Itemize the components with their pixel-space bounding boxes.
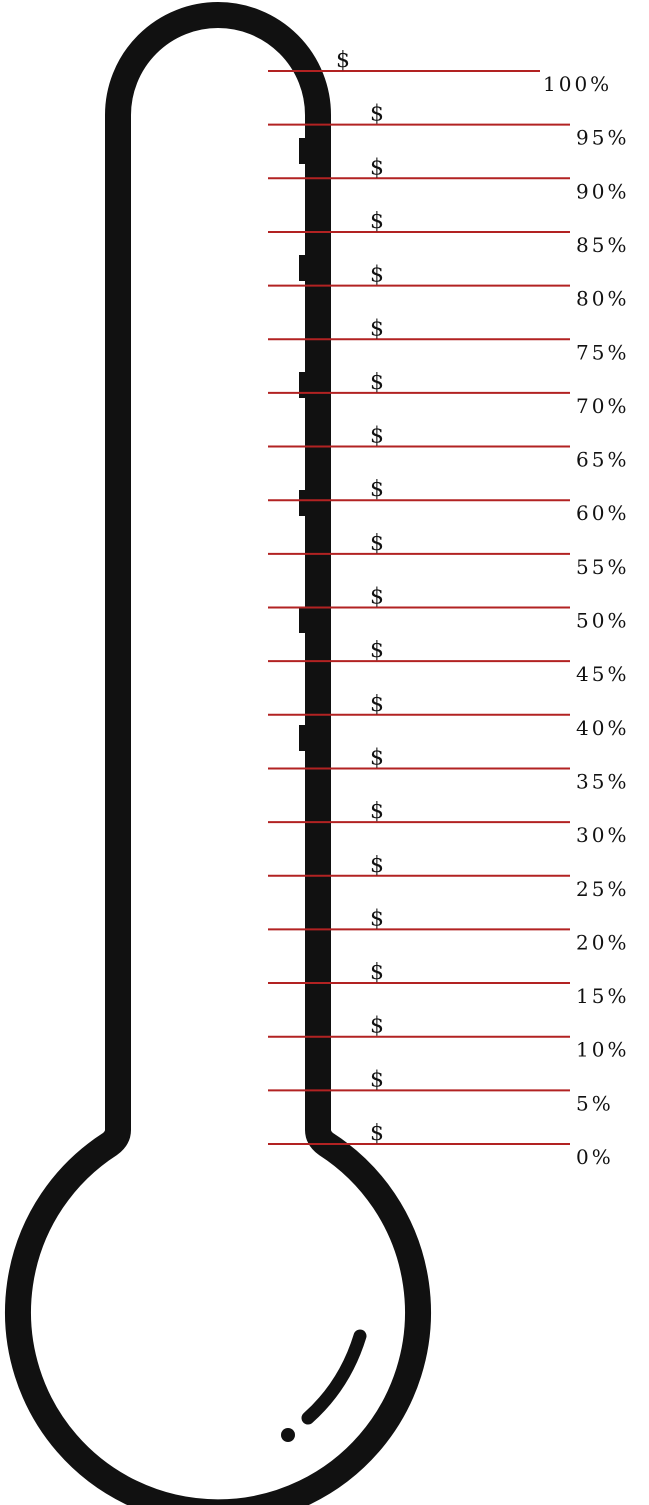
amount-placeholder: $ (370, 477, 384, 502)
percent-label: 0% (576, 1145, 614, 1169)
percent-label: 70% (576, 394, 629, 418)
tube-notches (299, 138, 307, 751)
percent-label: 95% (576, 126, 629, 150)
amount-placeholder: $ (370, 209, 384, 234)
amount-placeholder: $ (370, 155, 384, 180)
percent-label: 20% (576, 930, 629, 954)
amount-placeholder: $ (370, 370, 384, 395)
percent-label: 80% (576, 287, 629, 311)
tube-notch (299, 138, 307, 164)
percent-label: 10% (576, 1038, 629, 1062)
amount-placeholder: $ (370, 585, 384, 610)
percent-label: 100% (543, 72, 612, 96)
amount-placeholder: $ (370, 906, 384, 931)
percent-label: 30% (576, 823, 629, 847)
percent-label: 55% (576, 555, 629, 579)
amount-placeholder: $ (370, 1067, 384, 1092)
percent-label: 35% (576, 769, 629, 793)
thermometer-outline (5, 2, 431, 1505)
percent-label: 25% (576, 877, 629, 901)
percent-label: 15% (576, 984, 629, 1008)
bulb-highlight-dot (281, 1428, 295, 1442)
percent-label: 5% (576, 1091, 614, 1115)
bulb-highlight (301, 1329, 367, 1425)
amount-placeholder: $ (370, 745, 384, 770)
amount-placeholder: $ (370, 1121, 384, 1146)
amount-placeholder: $ (370, 692, 384, 717)
amount-placeholder: $ (370, 799, 384, 824)
amount-placeholder: $ (370, 531, 384, 556)
percent-label: 85% (576, 233, 629, 257)
amount-placeholder: $ (370, 853, 384, 878)
amount-placeholder: $ (370, 1014, 384, 1039)
amount-placeholder: $ (370, 102, 384, 127)
amount-placeholder: $ (370, 424, 384, 449)
tube-notch (299, 607, 307, 633)
percent-label: 45% (576, 662, 629, 686)
percent-label: 75% (576, 340, 629, 364)
scale: $100% $95% $90% $85% $80% $75% $70% $65% $60% $55… (268, 48, 629, 1169)
amount-placeholder: $ (370, 638, 384, 663)
percent-label: 40% (576, 716, 629, 740)
tube-notch (299, 372, 307, 398)
amount-placeholder: $ (370, 960, 384, 985)
percent-label: 90% (576, 179, 629, 203)
percent-label: 50% (576, 609, 629, 633)
amount-placeholder: $ (336, 48, 350, 73)
tube-notch (299, 725, 307, 751)
amount-placeholder: $ (370, 316, 384, 341)
amount-placeholder: $ (370, 263, 384, 288)
tube-notch (299, 255, 307, 281)
percent-label: 60% (576, 501, 629, 525)
tube-notch (299, 490, 307, 516)
percent-label: 65% (576, 448, 629, 472)
